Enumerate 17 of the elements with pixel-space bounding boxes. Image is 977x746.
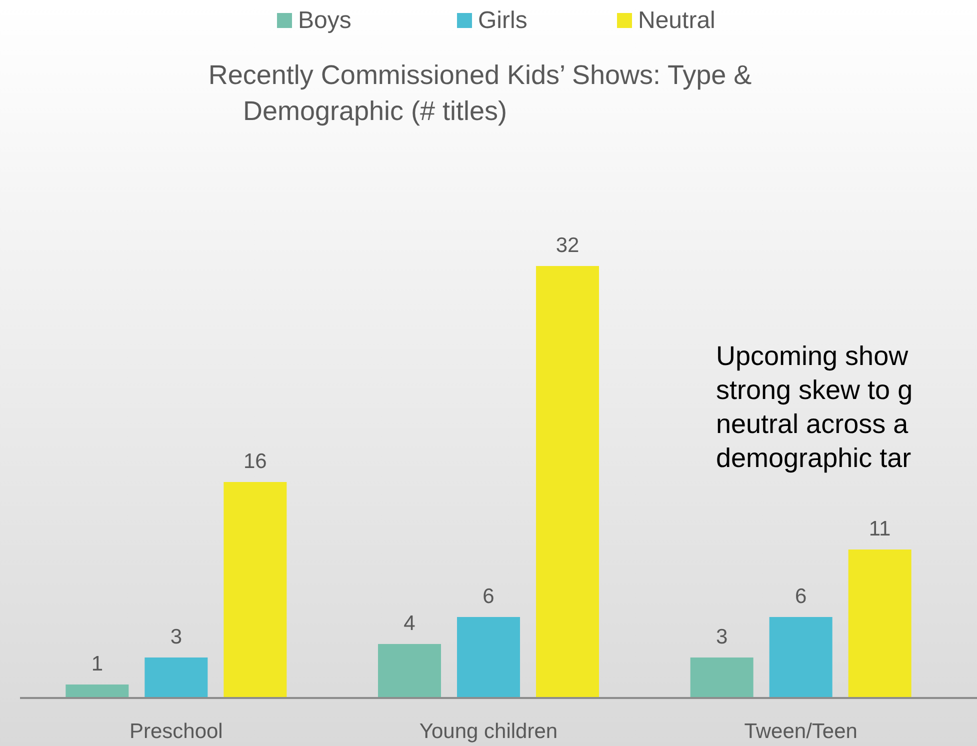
chart-title: Recently Commissioned Kids’ Shows: Type & Demographic (# titles)	[208, 60, 752, 126]
data-label: 4	[404, 612, 416, 635]
data-label: 11	[868, 518, 891, 540]
legend-label: Boys	[298, 7, 352, 34]
x-tick-label: Preschool	[129, 720, 223, 743]
data-label: 1	[91, 652, 104, 676]
data-label: 3	[170, 626, 182, 648]
x-tick-label: Young children	[419, 720, 558, 743]
legend-label: Girls	[478, 7, 528, 34]
annotation: Upcoming show strong skew to g neutral across a demographic tar	[716, 341, 913, 473]
data-label: 6	[794, 585, 807, 608]
x-tick-label: Tween/Teen	[744, 720, 858, 743]
data-label: 3	[716, 626, 728, 648]
data-label: 16	[243, 450, 267, 473]
legend-label: Neutral	[638, 7, 716, 34]
data-label: 32	[556, 234, 580, 257]
data-label: 6	[482, 585, 494, 608]
